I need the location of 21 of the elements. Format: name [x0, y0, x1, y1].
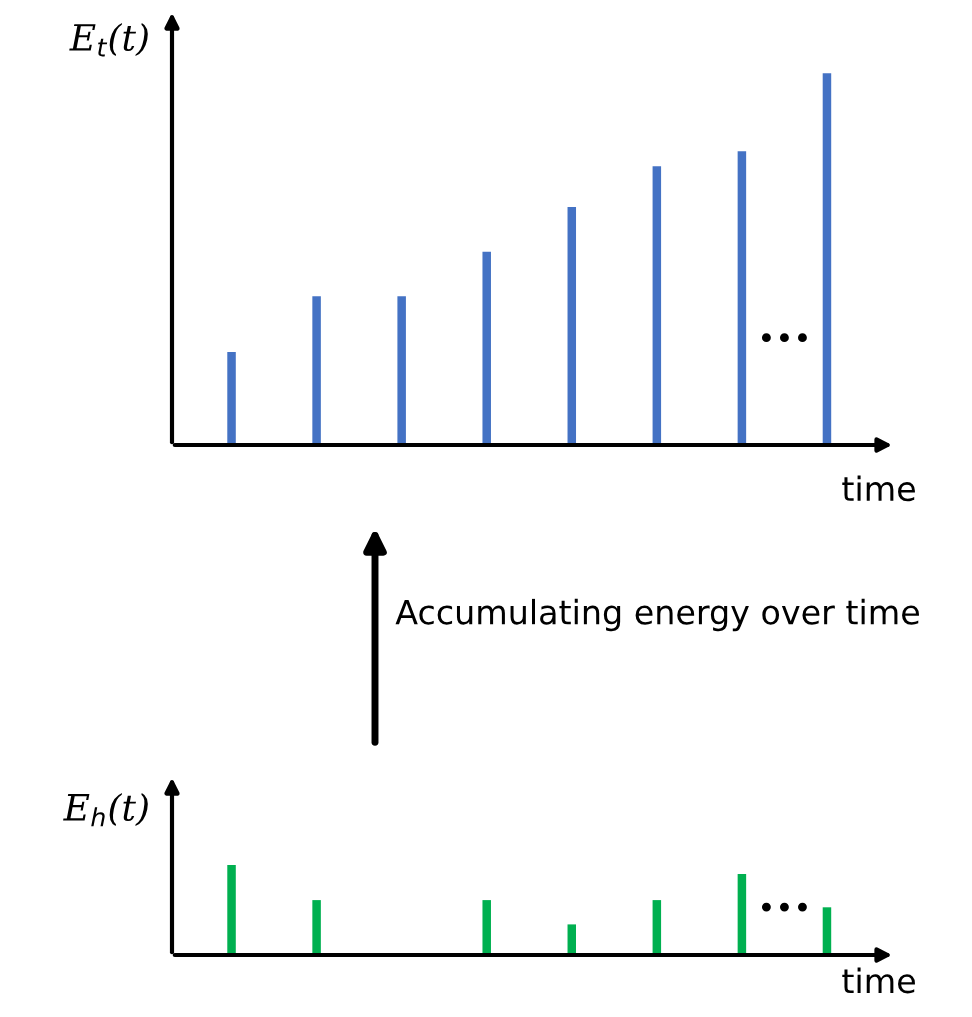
bar [567, 207, 577, 445]
x-axis-title: time [842, 475, 915, 502]
annotation: ••• [761, 902, 807, 912]
text: Accumulating energy over time [395, 598, 919, 632]
bar [652, 900, 662, 955]
y-axis-title: E$_{h}$(t) [63, 792, 148, 827]
bar [227, 352, 236, 445]
bar [737, 151, 747, 445]
bar [397, 296, 406, 445]
bar [652, 166, 662, 445]
bar [737, 874, 747, 955]
x-axis-title: time [842, 967, 915, 994]
y-axis-title: E$_{t}$(t) [69, 23, 148, 57]
bar [822, 73, 832, 445]
bar [227, 865, 236, 955]
bar [482, 900, 491, 955]
annotation: ••• [761, 333, 807, 343]
bar [312, 296, 321, 445]
bar [482, 251, 491, 445]
bar [312, 900, 321, 955]
bar [822, 907, 832, 955]
